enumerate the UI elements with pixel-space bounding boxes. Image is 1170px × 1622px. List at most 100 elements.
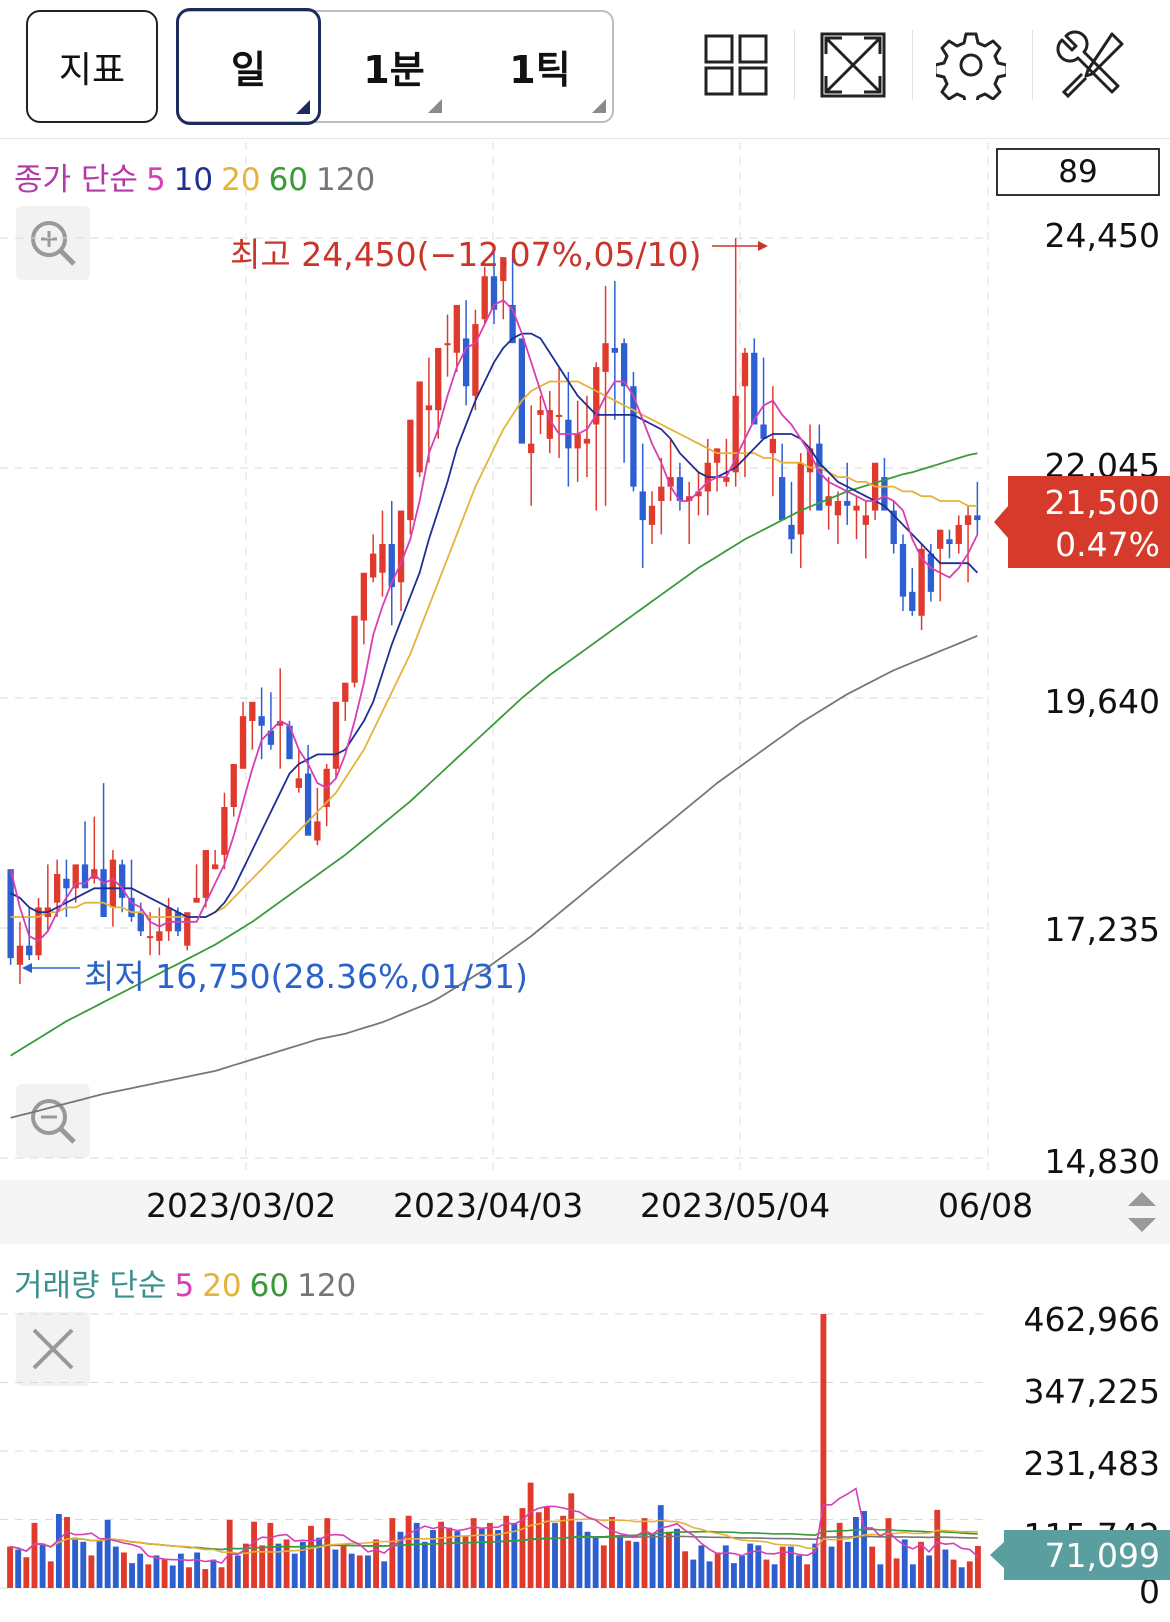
volume-bar (527, 1482, 534, 1588)
candle-body (927, 553, 935, 592)
candle-body (7, 869, 14, 959)
volume-bar (64, 1516, 70, 1588)
candle-body (26, 945, 33, 956)
candle-body (676, 477, 684, 501)
volume-bar (966, 1561, 973, 1588)
volume-bar (413, 1522, 420, 1588)
high-price-annotation: 최고 24,450(−12.07%,05/10) (230, 235, 702, 274)
volume-bar (23, 1557, 30, 1588)
volume-bar (853, 1516, 859, 1588)
volume-bar (739, 1556, 745, 1588)
volume-bar (812, 1543, 819, 1588)
volume-bar (714, 1552, 721, 1588)
candle-body (314, 821, 321, 841)
volume-bar (543, 1506, 550, 1588)
tools-icon[interactable] (1056, 30, 1126, 100)
candle-body (500, 257, 507, 282)
volume-bar (316, 1537, 323, 1588)
candle-body (165, 907, 172, 932)
volume-bar (291, 1553, 298, 1588)
volume-bar (72, 1537, 79, 1588)
candle-count-display[interactable]: 89 (996, 148, 1160, 196)
candle-body (844, 500, 851, 506)
candle-body (574, 434, 581, 449)
candle-body (890, 510, 897, 545)
volume-y-tick: 347,225 (1023, 1372, 1160, 1411)
volume-bar (299, 1541, 306, 1588)
candle-body (249, 701, 256, 721)
close-icon (32, 1328, 74, 1370)
volume-bar (804, 1564, 811, 1588)
vol-legend-ma60: 60 (249, 1268, 290, 1304)
candle-body (100, 869, 107, 918)
candle-body (63, 878, 70, 889)
volume-bar (194, 1552, 201, 1588)
volume-bar (828, 1546, 835, 1588)
candle-body (639, 491, 646, 521)
candle-body (964, 515, 972, 525)
period-tick-button[interactable]: 1틱 (468, 12, 612, 121)
volume-bar (763, 1559, 770, 1588)
price-y-tick: 17,235 (1044, 910, 1160, 949)
volume-legend-prefix: 거래량 단순 (14, 1268, 167, 1304)
volume-bar (975, 1545, 981, 1588)
candle-body (156, 931, 163, 941)
candle-body (630, 386, 637, 487)
volume-bar (177, 1553, 184, 1588)
volume-bar (462, 1535, 469, 1588)
candle-body (537, 410, 544, 415)
indicator-button[interactable]: 지표 (26, 10, 158, 123)
zoom-in-button[interactable] (16, 206, 90, 280)
volume-bar (942, 1549, 949, 1588)
volume-bar (348, 1553, 355, 1588)
legend-ma5: 5 (145, 162, 166, 198)
layout-grid-icon[interactable] (702, 30, 772, 100)
candle-body (667, 477, 674, 487)
volume-bar (901, 1539, 908, 1588)
volume-bar (511, 1522, 518, 1588)
volume-bar (869, 1546, 876, 1588)
close-volume-button[interactable] (16, 1312, 90, 1386)
period-minute-button[interactable]: 1분 (320, 12, 468, 121)
candle-body (918, 548, 925, 616)
gear-icon[interactable] (936, 30, 1006, 100)
candle-body (648, 505, 656, 525)
candle-body (425, 405, 433, 411)
candle-body (723, 477, 730, 482)
candle-body (853, 505, 860, 511)
volume-bar (340, 1545, 347, 1588)
candle-body (53, 873, 61, 903)
volume-bar (438, 1521, 445, 1588)
volume-bar (405, 1515, 412, 1588)
candle-body (397, 510, 405, 583)
volume-bar (259, 1545, 266, 1588)
candle-body (351, 615, 358, 683)
candle-body (899, 544, 907, 597)
volume-bar (251, 1521, 257, 1588)
fullscreen-icon[interactable] (818, 30, 888, 100)
volume-bar (381, 1561, 388, 1588)
candle-body (453, 304, 460, 353)
volume-bar (568, 1493, 575, 1588)
volume-bar (202, 1569, 209, 1588)
candle-body (16, 945, 24, 965)
volume-bar (926, 1555, 933, 1588)
volume-bar (88, 1555, 95, 1588)
candle-body (72, 864, 79, 889)
candle-body (509, 304, 516, 344)
candle-body (435, 347, 442, 411)
volume-y-tick: 462,966 (1023, 1300, 1160, 1339)
scroll-arrows-icon[interactable] (1122, 1186, 1162, 1238)
candle-body (342, 682, 349, 702)
zoom-out-button[interactable] (16, 1084, 90, 1158)
volume-bar (55, 1514, 62, 1588)
volume-bar (820, 1314, 827, 1588)
candle-body (277, 720, 284, 726)
legend-ma20: 20 (221, 162, 261, 198)
price-ma20-line (10, 380, 978, 918)
candle-body (193, 897, 200, 903)
period-day-button[interactable]: 일 (176, 8, 321, 125)
volume-bar (275, 1543, 282, 1588)
candle-body (528, 443, 535, 454)
